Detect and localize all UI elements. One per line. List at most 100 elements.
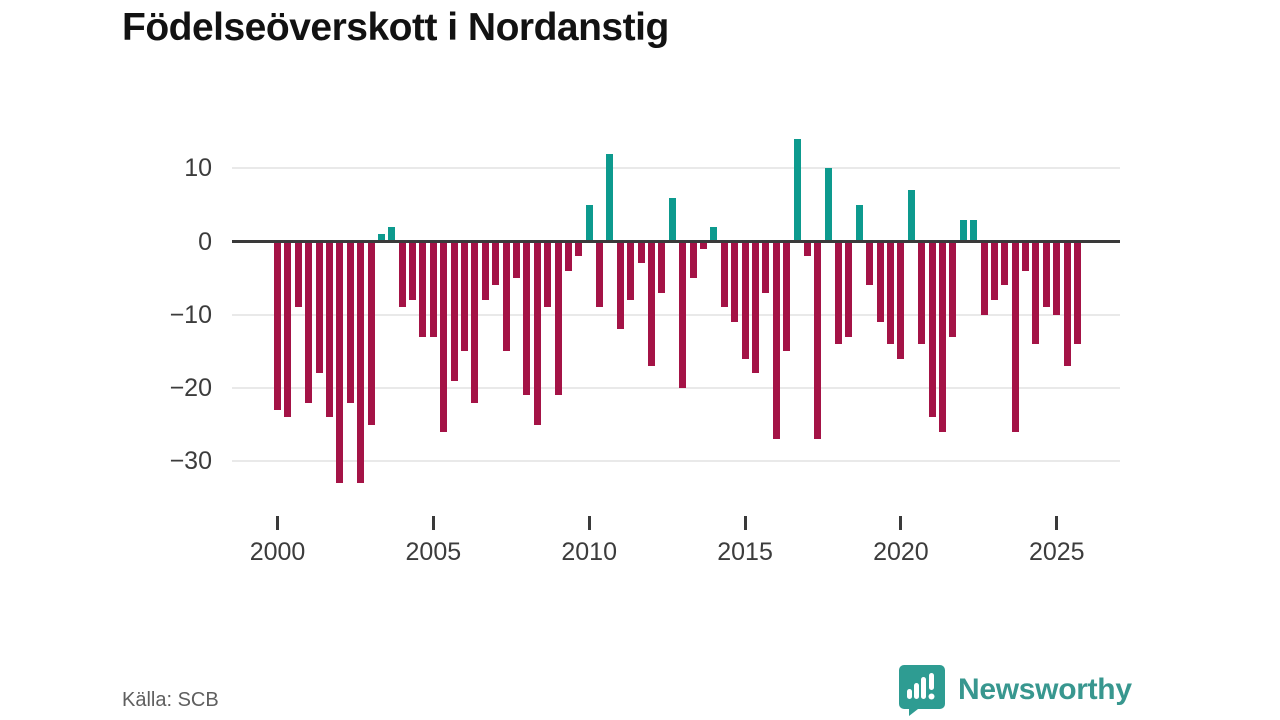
bar-negative [814, 241, 822, 440]
bar-negative [461, 241, 469, 352]
newsworthy-logo: Newsworthy [898, 664, 1132, 716]
bar-negative [699, 241, 707, 249]
bar-positive [824, 168, 832, 242]
bar-negative [325, 241, 333, 418]
x-axis-tick [743, 516, 747, 530]
bar-negative [596, 241, 604, 308]
x-axis-tick [431, 516, 435, 530]
bar-positive [710, 226, 718, 242]
bar-negative [544, 241, 552, 308]
bar-negative [471, 241, 479, 403]
bar-negative [305, 241, 313, 403]
bar-negative [720, 241, 728, 308]
bar-chart-exclamation-icon [899, 665, 945, 716]
bar-negative [1053, 241, 1061, 315]
x-axis-label: 2020 [873, 538, 929, 566]
gridline [232, 460, 1120, 463]
bar-negative [284, 241, 292, 418]
bar-negative [772, 241, 780, 440]
bar-positive [907, 190, 915, 242]
bar-negative [648, 241, 656, 367]
y-axis-label: −10 [169, 300, 212, 329]
x-axis-tick [276, 516, 279, 530]
bar-negative [575, 241, 583, 257]
bar-negative [835, 241, 843, 345]
bar-negative [554, 241, 562, 396]
bar-negative [1001, 241, 1009, 286]
bar-positive [959, 219, 967, 242]
bar-negative [762, 241, 770, 293]
bar-negative [616, 241, 624, 330]
bar-positive [377, 234, 385, 242]
source-note: Källa: SCB [122, 689, 219, 711]
bar-negative [294, 241, 302, 308]
x-axis-label: 2005 [405, 538, 462, 566]
x-axis-tick [899, 516, 903, 530]
x-axis-label: 2015 [717, 538, 773, 566]
bar-negative [419, 241, 427, 337]
bar-negative [866, 241, 874, 286]
zero-line [232, 240, 1120, 243]
bar-negative [564, 241, 572, 271]
x-axis-label: 2000 [249, 538, 306, 566]
bar-positive [388, 226, 396, 242]
x-axis-tick [587, 516, 591, 530]
y-axis-label: −20 [169, 374, 212, 403]
bar-negative [1042, 241, 1050, 308]
bar-negative [533, 241, 541, 425]
bar-negative [928, 241, 936, 418]
bar-negative [876, 241, 884, 323]
chart-title: Födelseöverskott i Nordanstig [122, 6, 669, 49]
bar-negative [409, 241, 417, 301]
x-axis-tick [1055, 516, 1059, 530]
bar-negative [731, 241, 739, 323]
bar-positive [585, 204, 593, 242]
bar-positive [793, 138, 801, 242]
bar-negative [980, 241, 988, 315]
bar-negative [803, 241, 811, 257]
y-axis-label: 0 [198, 227, 212, 256]
bar-negative [429, 241, 437, 337]
bar-negative [918, 241, 926, 345]
bar-positive [855, 204, 863, 242]
y-axis-label: −30 [169, 447, 212, 476]
gridline [232, 387, 1120, 390]
bar-negative [679, 241, 687, 389]
bar-negative [938, 241, 946, 433]
bar-positive [668, 197, 676, 242]
bar-negative [658, 241, 666, 293]
bar-negative [949, 241, 957, 337]
bar-negative [1022, 241, 1030, 271]
gridline [232, 313, 1120, 316]
bar-negative [1032, 241, 1040, 345]
bar-negative [367, 241, 375, 425]
bar-negative [481, 241, 489, 301]
bar-negative [637, 241, 645, 264]
bar-negative [398, 241, 406, 308]
x-axis-label: 2025 [1028, 538, 1085, 566]
bar-negative [440, 241, 448, 433]
bar-negative [897, 241, 905, 359]
y-axis-label: 10 [184, 154, 212, 183]
bar-negative [1063, 241, 1071, 367]
bar-negative [502, 241, 510, 352]
bar-negative [1011, 241, 1019, 433]
bar-negative [523, 241, 531, 396]
bar-negative [512, 241, 520, 279]
bar-negative [315, 241, 323, 374]
bar-negative [274, 241, 281, 411]
bar-positive [606, 153, 614, 242]
x-axis-label: 2010 [561, 538, 617, 566]
bar-negative [357, 241, 365, 484]
bar-positive [970, 219, 978, 242]
bar-negative [783, 241, 791, 352]
bar-negative [492, 241, 500, 286]
bar-negative [751, 241, 759, 374]
bar-negative [346, 241, 354, 403]
gridline [232, 167, 1120, 170]
bar-negative [336, 241, 344, 484]
newsworthy-wordmark: Newsworthy [958, 673, 1132, 706]
bar-negative [689, 241, 697, 279]
